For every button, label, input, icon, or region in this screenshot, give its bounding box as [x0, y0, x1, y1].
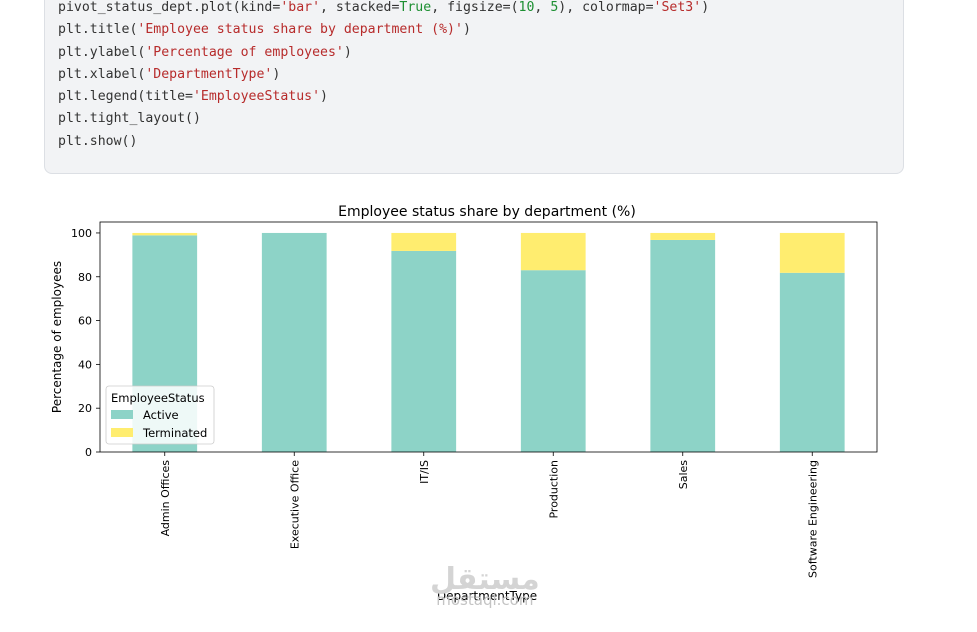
- code-token: ): [701, 0, 710, 15]
- axes-group: Admin Offices Executive Office IT/IS Produc…: [71, 221, 878, 578]
- bar-terminated-5: [779, 232, 845, 273]
- code-line: plt.tight_layout(): [58, 108, 709, 130]
- watermark: مستقل mostaql.com: [430, 562, 540, 609]
- bar-active-3: [520, 270, 586, 452]
- code-token: 'DepartmentType': [145, 66, 273, 82]
- chart-title: Employee status share by department (%): [338, 204, 636, 220]
- code-token: 'EmployeeStatus': [192, 89, 321, 105]
- code-cell[interactable]: pivot_status_dept.plot(kind='bar', stack…: [44, 0, 904, 174]
- bar-active-5: [779, 272, 845, 452]
- y-axis-label: Percentage of employees: [50, 261, 64, 413]
- legend-swatch-active: [111, 410, 133, 419]
- code-token: plt.ylabel(: [58, 44, 146, 60]
- y-tick-label: 60: [78, 315, 92, 328]
- y-tick-label: 40: [78, 358, 92, 371]
- code-token: plt.tight_layout(): [58, 111, 201, 127]
- code-token: ): [272, 66, 281, 82]
- code-token: , figsize=(: [431, 0, 519, 15]
- x-tick-label: Software Engineering: [806, 460, 819, 578]
- y-tick-label: 20: [78, 402, 92, 415]
- code-line: plt.title('Employee status share by depa…: [58, 19, 709, 41]
- bar-terminated-0: [132, 232, 198, 236]
- x-tick-label: Sales: [677, 460, 690, 490]
- code-token: 5: [550, 0, 559, 15]
- code-token: ), colormap=: [558, 0, 654, 15]
- bar-active-2: [391, 250, 457, 452]
- code-token: ): [343, 44, 352, 60]
- code-token: ): [462, 22, 471, 38]
- x-axis-label: DepartmentType: [437, 589, 537, 603]
- legend: EmployeeStatus Active Terminated: [105, 385, 215, 445]
- bars-group: [132, 232, 845, 452]
- code-token: 'Set3': [653, 0, 702, 15]
- legend-title: EmployeeStatus: [111, 391, 205, 405]
- x-tick-label: Executive Office: [288, 460, 301, 549]
- code-token: 'Employee status share by department (%)…: [137, 22, 463, 38]
- code-line: pivot_status_dept.plot(kind='bar', stack…: [58, 0, 709, 19]
- code-line: plt.ylabel('Percentage of employees'): [58, 42, 709, 64]
- legend-swatch-terminated: [111, 428, 133, 437]
- y-tick-label: 0: [85, 446, 92, 459]
- code-token: 10: [518, 0, 535, 15]
- code-token: plt.xlabel(: [58, 66, 146, 82]
- x-tick-label: IT/IS: [418, 460, 431, 484]
- code-token: 'bar': [280, 0, 321, 15]
- code-line: plt.xlabel('DepartmentType'): [58, 64, 709, 86]
- bar-terminated-2: [391, 232, 457, 251]
- code-token: pivot_status_dept.plot(kind=: [58, 0, 281, 15]
- code-token: plt.show(): [58, 133, 138, 149]
- bar-active-4: [650, 239, 716, 452]
- plot-frame: [99, 221, 878, 453]
- code-token: , stacked=: [320, 0, 400, 15]
- code-token: plt.title(: [58, 22, 138, 38]
- y-tick-label: 100: [71, 227, 92, 240]
- legend-label-terminated: Terminated: [142, 426, 207, 440]
- stacked-bar-chart: Employee status share by department (%) …: [50, 204, 878, 603]
- bar-terminated-3: [520, 232, 586, 271]
- code-block: pivot_status_dept.plot(kind='bar', stack…: [58, 0, 709, 153]
- code-line: plt.legend(title='EmployeeStatus'): [58, 86, 709, 108]
- code-token: True: [399, 0, 432, 15]
- code-token: 'Percentage of employees': [145, 44, 344, 60]
- code-token: ,: [534, 0, 551, 15]
- bar-active-1: [261, 232, 327, 452]
- code-token: plt.legend(title=: [58, 89, 193, 105]
- x-tick-label: Admin Offices: [159, 460, 172, 537]
- code-line: plt.show(): [58, 131, 709, 153]
- x-tick-label: Production: [547, 460, 560, 519]
- watermark-latin: mostaql.com: [436, 591, 534, 609]
- legend-label-active: Active: [143, 408, 179, 422]
- bar-terminated-4: [650, 232, 716, 240]
- y-tick-label: 80: [78, 271, 92, 284]
- watermark-arabic: مستقل: [430, 562, 540, 597]
- code-token: ): [320, 89, 328, 105]
